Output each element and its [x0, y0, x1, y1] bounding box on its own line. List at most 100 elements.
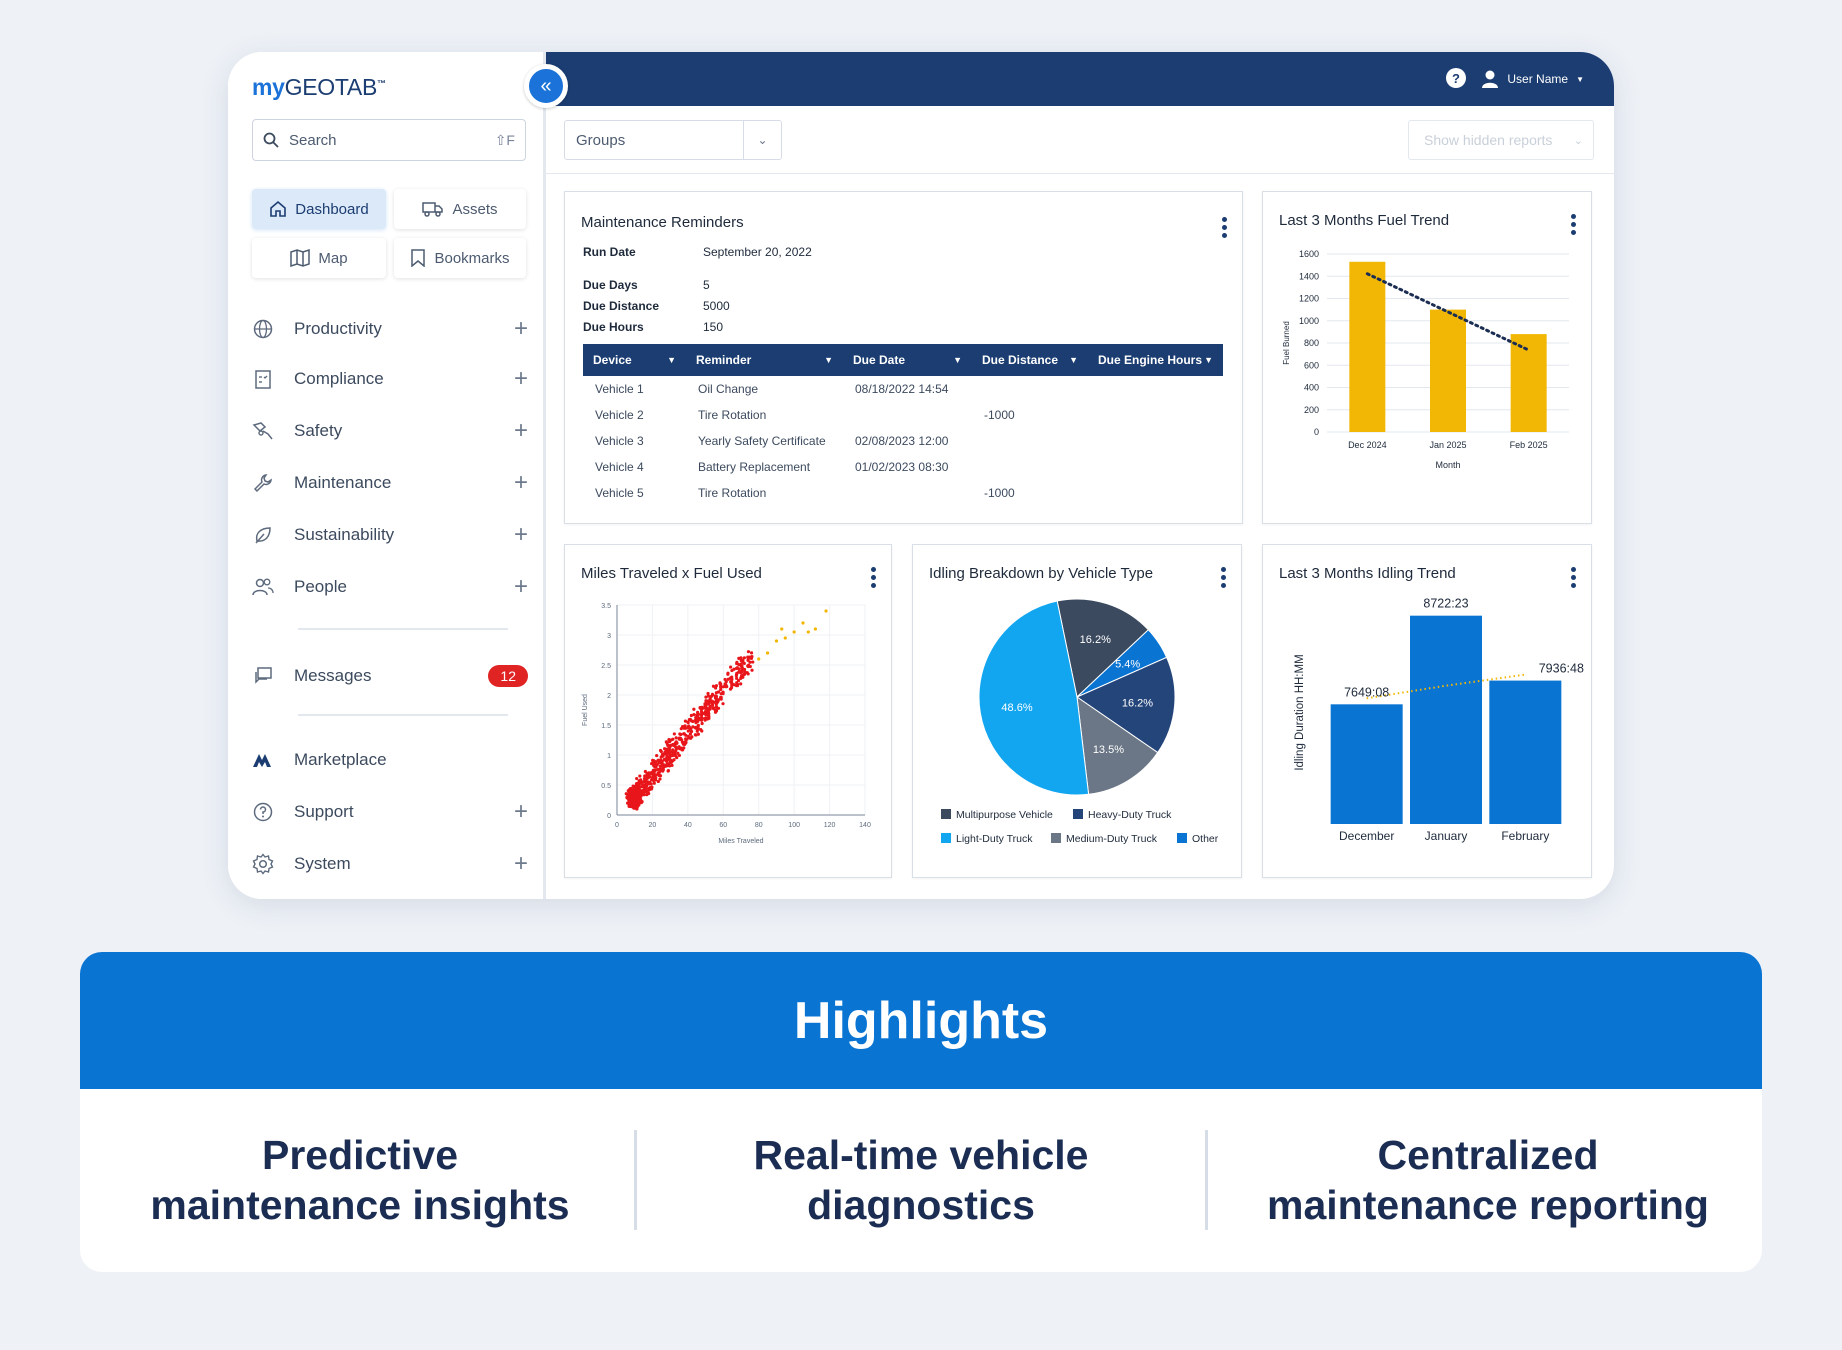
- expand-icon[interactable]: +: [513, 521, 528, 548]
- more-options-icon[interactable]: [1221, 567, 1227, 591]
- scatter-point: [714, 684, 719, 688]
- scatter-point: [694, 715, 698, 720]
- search-input[interactable]: Search ⇧F: [252, 119, 526, 161]
- scatter-point: [721, 702, 725, 706]
- table-row[interactable]: Vehicle 5 Tire Rotation -1000: [583, 480, 1223, 506]
- expand-icon[interactable]: +: [513, 573, 528, 600]
- expand-icon[interactable]: +: [513, 469, 528, 496]
- reminders-table: Device ▼ Reminder ▼ Due Date ▼ Due Distance…: [583, 344, 1223, 506]
- table-row[interactable]: Vehicle 2 Tire Rotation -1000: [583, 402, 1223, 428]
- scatter-point: [643, 774, 647, 778]
- expand-icon[interactable]: +: [513, 315, 528, 342]
- scatter-point: [640, 785, 644, 789]
- nav-item-compliance[interactable]: Compliance +: [252, 361, 528, 397]
- highlight-line: Real-time vehicle: [753, 1132, 1089, 1178]
- expand-icon[interactable]: +: [513, 417, 528, 444]
- data-label: 8722:23: [1423, 597, 1468, 611]
- x-axis-label: Miles Traveled: [718, 838, 763, 845]
- more-options-icon[interactable]: [1222, 217, 1228, 241]
- trendline: [1365, 272, 1531, 352]
- miles-fuel-scatter-chart: 0 20 40 60 80 100 120 140 0 0.5 1 1.5 2 2.5 3 3.5 Miles …: [582, 603, 871, 845]
- collapse-sidebar-button[interactable]: «: [524, 64, 568, 108]
- cell-reminder: Oil Change: [698, 382, 759, 396]
- more-options-icon[interactable]: [1571, 214, 1577, 238]
- scatter-point: [732, 683, 736, 687]
- quick-link-dashboard[interactable]: Dashboard: [252, 189, 386, 229]
- sort-icon: ▼: [824, 355, 833, 365]
- scatter-point: [635, 776, 639, 781]
- scatter-point: [662, 757, 666, 762]
- expand-icon[interactable]: +: [513, 798, 528, 825]
- miles-fuel-card: Miles Traveled x Fuel Used 0 20 40 60 80 100 1…: [564, 544, 892, 878]
- scatter-point: [704, 706, 709, 710]
- nav-item-messages[interactable]: Messages 12: [252, 658, 528, 694]
- nav-label: Support: [294, 802, 354, 821]
- nav-item-system[interactable]: System +: [252, 846, 528, 882]
- scatter-point: [696, 710, 700, 715]
- bookmark-icon: [411, 249, 426, 267]
- nav-item-marketplace[interactable]: Marketplace: [252, 742, 528, 778]
- column-header-due-engine-hours[interactable]: Due Engine Hours ▼: [1088, 344, 1223, 376]
- scatter-point: [656, 768, 660, 772]
- x-tick-label: December: [1339, 829, 1394, 843]
- nav-item-support[interactable]: Support +: [252, 794, 528, 830]
- scatter-point: [689, 729, 694, 734]
- show-hidden-reports-button[interactable]: Show hidden reports ⌄: [1408, 120, 1594, 160]
- scatter-point: [691, 719, 695, 724]
- nav-item-safety[interactable]: Safety +: [252, 413, 528, 449]
- field-value: 5000: [703, 299, 730, 313]
- scatter-point: [736, 682, 740, 687]
- table-row[interactable]: Vehicle 4 Battery Replacement 01/02/2023 0…: [583, 454, 1223, 480]
- messages-badge: 12: [488, 665, 528, 687]
- expand-icon[interactable]: +: [513, 850, 528, 877]
- scatter-point: [702, 706, 706, 710]
- scatter-point: [664, 759, 669, 763]
- more-options-icon[interactable]: [871, 567, 877, 591]
- scatter-point: [695, 729, 699, 733]
- scatter-point: [743, 670, 747, 674]
- nav-item-maintenance[interactable]: Maintenance +: [252, 465, 528, 501]
- column-header-due-date[interactable]: Due Date ▼: [843, 344, 972, 376]
- scatter-point: [677, 745, 681, 749]
- nav-label: Sustainability: [294, 525, 395, 544]
- data-label: 7936:48: [1539, 662, 1584, 676]
- bar: [1430, 309, 1466, 432]
- table-row[interactable]: Vehicle 3 Yearly Safety Certificate 02/08/…: [583, 428, 1223, 454]
- scatter-point: [699, 715, 704, 719]
- scatter-point: [735, 671, 739, 676]
- nav-item-productivity[interactable]: Productivity +: [252, 311, 528, 347]
- scatter-point: [635, 790, 639, 794]
- nav-item-sustainability[interactable]: Sustainability +: [252, 517, 528, 553]
- scatter-point: [704, 699, 708, 703]
- column-header-device[interactable]: Device ▼: [583, 344, 686, 376]
- scatter-point: [765, 651, 770, 655]
- scatter-point: [674, 754, 678, 758]
- quick-link-bookmarks[interactable]: Bookmarks: [394, 238, 526, 278]
- nav-item-people[interactable]: People +: [252, 569, 528, 605]
- expand-icon[interactable]: +: [513, 365, 528, 392]
- scatter-point: [813, 627, 817, 631]
- scatter-point: [719, 695, 723, 699]
- nav-label: Productivity: [294, 319, 382, 338]
- quick-link-assets[interactable]: Assets: [394, 189, 526, 229]
- quick-link-map[interactable]: Map: [252, 238, 386, 278]
- column-header-reminder[interactable]: Reminder ▼: [686, 344, 843, 376]
- mygeotab-logo[interactable]: myGEOTAB™: [252, 74, 386, 101]
- scatter-point: [672, 758, 676, 762]
- scatter-point: [721, 691, 725, 696]
- y-tick-label: 1400: [1299, 271, 1319, 281]
- column-header-due-distance[interactable]: Due Distance ▼: [972, 344, 1088, 376]
- scatter-point: [693, 733, 698, 737]
- highlight-item: Real-time vehicle diagnostics: [641, 1130, 1201, 1230]
- scatter-point: [649, 782, 653, 786]
- scatter-point: [672, 732, 676, 736]
- help-button[interactable]: ?: [1446, 68, 1466, 88]
- more-options-icon[interactable]: [1571, 567, 1577, 591]
- table-row[interactable]: Vehicle 1 Oil Change 08/18/2022 14:54: [583, 376, 1223, 402]
- idling-breakdown-pie-chart: 16.2% 5.4% 16.2% 13.5% 48.6% Multipurpose Veh…: [941, 598, 1219, 845]
- groups-select[interactable]: Groups ⌄: [564, 120, 782, 160]
- fuel-trend-card: Last 3 Months Fuel Trend 0 200 400 600 800 10…: [1262, 191, 1592, 524]
- user-menu[interactable]: User Name ▼: [1481, 69, 1584, 89]
- x-tick-label: February: [1501, 829, 1549, 843]
- scatter-point: [639, 797, 643, 802]
